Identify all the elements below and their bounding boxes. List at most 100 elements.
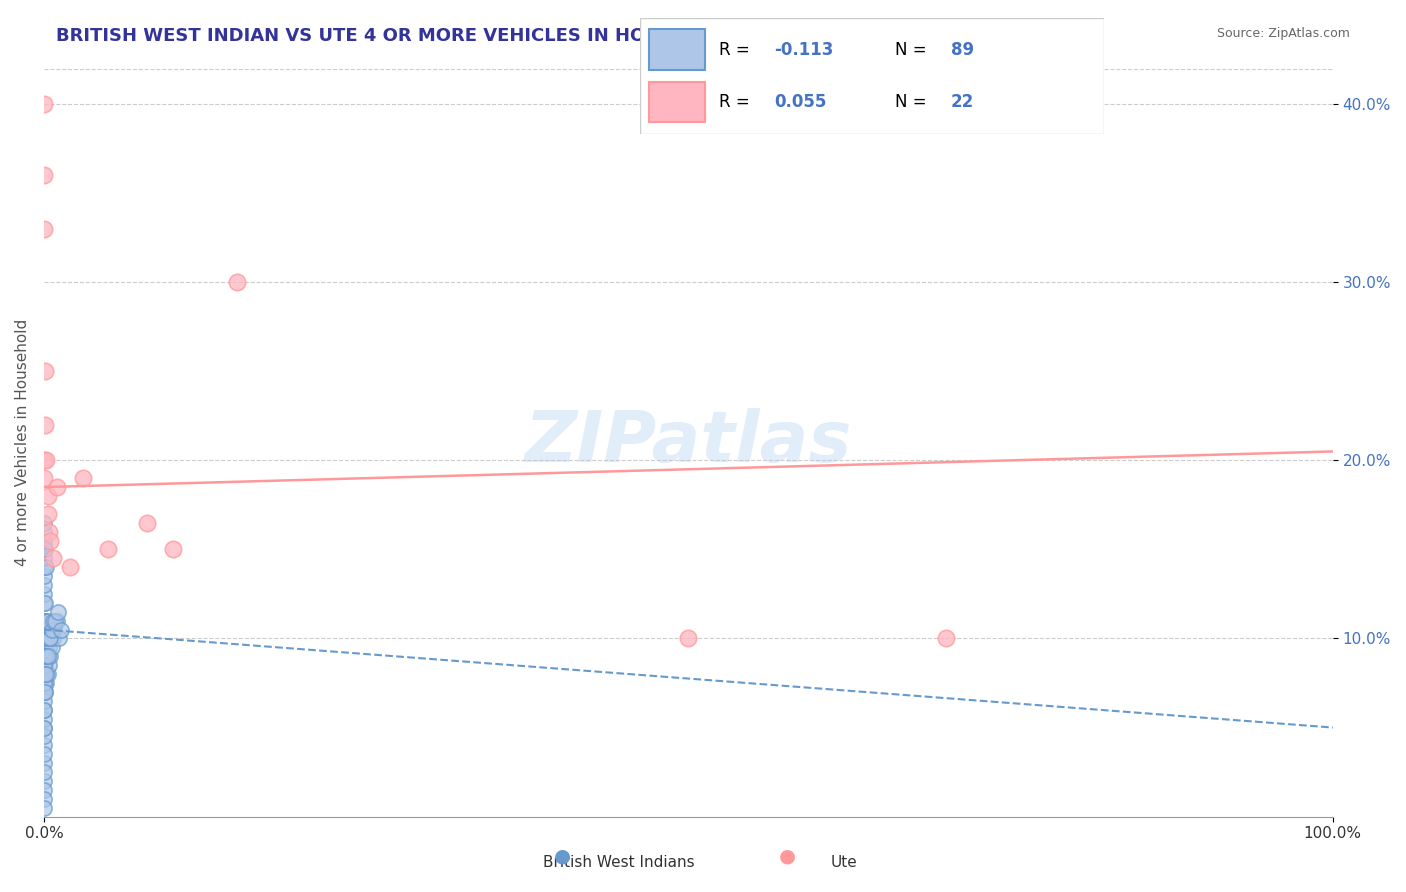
Ute <box>32 453 55 467</box>
British West Indians <box>48 632 70 646</box>
Ute <box>32 222 55 236</box>
British West Indians <box>32 632 55 646</box>
Ute <box>32 97 55 112</box>
British West Indians <box>44 614 66 628</box>
British West Indians <box>32 614 55 628</box>
Ute <box>42 551 65 566</box>
Text: ●: ● <box>779 847 796 865</box>
Text: N =: N = <box>894 94 932 112</box>
Ute <box>162 542 184 557</box>
FancyBboxPatch shape <box>650 82 704 122</box>
British West Indians <box>32 703 55 717</box>
British West Indians <box>32 747 55 762</box>
British West Indians <box>34 658 56 673</box>
British West Indians <box>32 694 55 708</box>
British West Indians <box>32 681 55 696</box>
British West Indians <box>32 560 55 574</box>
British West Indians <box>39 632 62 646</box>
Text: 22: 22 <box>950 94 974 112</box>
British West Indians <box>34 685 56 699</box>
British West Indians <box>46 605 69 619</box>
British West Indians <box>34 640 56 655</box>
Text: N =: N = <box>894 41 932 59</box>
British West Indians <box>34 667 56 681</box>
Ute <box>37 507 59 521</box>
British West Indians <box>35 667 58 681</box>
British West Indians <box>42 632 65 646</box>
Text: Source: ZipAtlas.com: Source: ZipAtlas.com <box>1216 27 1350 40</box>
Ute <box>97 542 120 557</box>
British West Indians <box>32 646 55 660</box>
British West Indians <box>32 685 55 699</box>
British West Indians <box>32 569 55 583</box>
Text: R =: R = <box>718 94 755 112</box>
British West Indians <box>39 632 62 646</box>
British West Indians <box>34 676 56 690</box>
British West Indians <box>32 667 55 681</box>
British West Indians <box>32 623 55 637</box>
Text: -0.113: -0.113 <box>775 41 834 59</box>
British West Indians <box>37 667 59 681</box>
British West Indians <box>35 632 58 646</box>
British West Indians <box>32 635 55 649</box>
British West Indians <box>32 703 55 717</box>
Ute <box>59 560 82 574</box>
Ute <box>32 169 55 183</box>
British West Indians <box>34 614 56 628</box>
British West Indians <box>34 632 56 646</box>
British West Indians <box>34 685 56 699</box>
Ute <box>226 275 249 289</box>
British West Indians <box>35 560 58 574</box>
British West Indians <box>41 640 63 655</box>
British West Indians <box>35 614 58 628</box>
British West Indians <box>44 623 66 637</box>
Ute <box>72 471 94 485</box>
British West Indians <box>34 542 56 557</box>
Y-axis label: 4 or more Vehicles in Household: 4 or more Vehicles in Household <box>15 319 30 566</box>
British West Indians <box>35 632 58 646</box>
British West Indians <box>32 596 55 610</box>
British West Indians <box>32 800 55 814</box>
British West Indians <box>32 664 55 678</box>
British West Indians <box>37 614 59 628</box>
Ute <box>35 453 58 467</box>
British West Indians <box>32 676 55 690</box>
British West Indians <box>45 614 67 628</box>
British West Indians <box>34 596 56 610</box>
British West Indians <box>32 676 55 690</box>
British West Indians <box>42 614 65 628</box>
Ute <box>34 364 56 378</box>
British West Indians <box>41 623 63 637</box>
British West Indians <box>32 617 55 632</box>
Text: Ute: Ute <box>830 855 858 870</box>
Ute <box>34 417 56 432</box>
British West Indians <box>32 756 55 771</box>
Ute <box>32 471 55 485</box>
British West Indians <box>32 658 55 673</box>
Text: British West Indians: British West Indians <box>543 855 695 870</box>
FancyBboxPatch shape <box>640 18 1104 134</box>
British West Indians <box>37 632 59 646</box>
British West Indians <box>37 649 59 664</box>
British West Indians <box>32 587 55 601</box>
British West Indians <box>32 640 55 655</box>
British West Indians <box>32 721 55 735</box>
British West Indians <box>32 712 55 726</box>
British West Indians <box>32 578 55 592</box>
British West Indians <box>32 551 55 566</box>
British West Indians <box>32 658 55 673</box>
British West Indians <box>32 730 55 744</box>
British West Indians <box>34 614 56 628</box>
Text: ●: ● <box>554 847 571 865</box>
Ute <box>39 533 62 548</box>
British West Indians <box>32 765 55 780</box>
Text: 0.055: 0.055 <box>775 94 827 112</box>
British West Indians <box>32 739 55 753</box>
British West Indians <box>34 623 56 637</box>
Ute <box>678 632 700 646</box>
British West Indians <box>35 676 58 690</box>
Ute <box>136 516 159 530</box>
British West Indians <box>38 640 60 655</box>
British West Indians <box>35 649 58 664</box>
British West Indians <box>32 524 55 539</box>
